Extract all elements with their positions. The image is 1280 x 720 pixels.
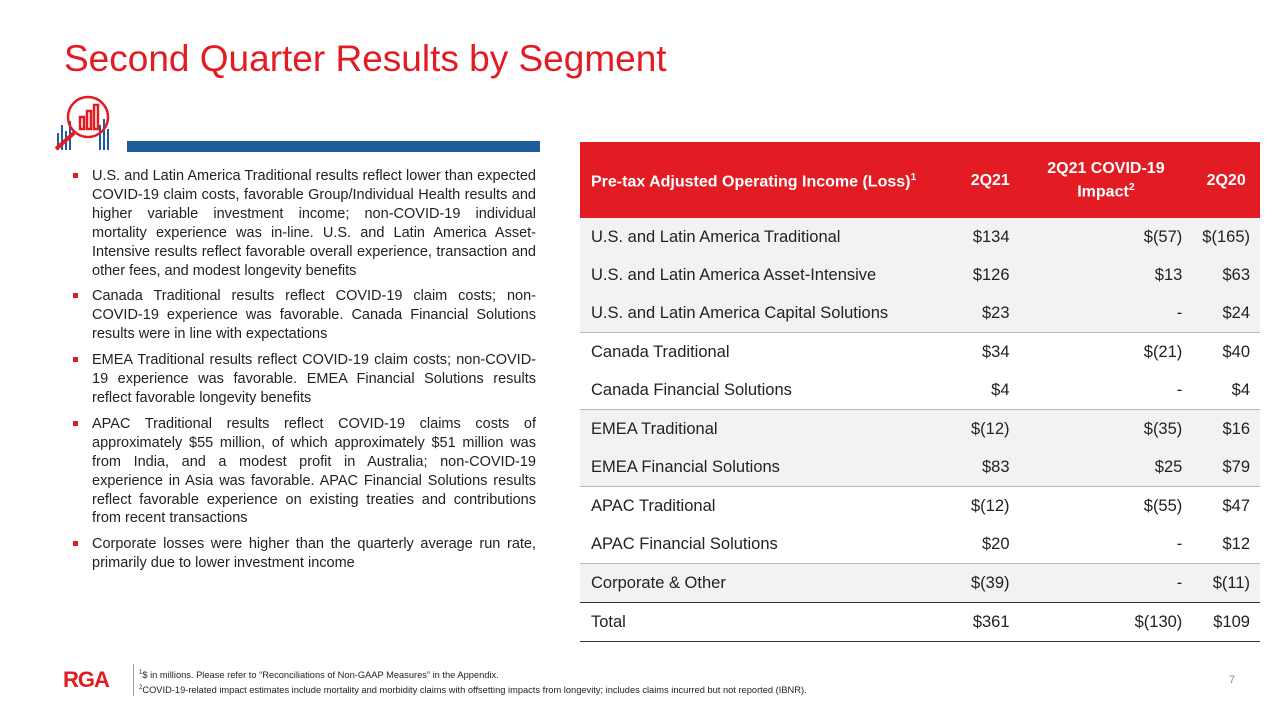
footnote-divider	[133, 664, 134, 696]
cell: -	[1019, 563, 1193, 603]
cell: $34	[961, 332, 1020, 371]
cell: -	[1019, 294, 1193, 333]
cell: $(165)	[1192, 218, 1260, 256]
cell: $(39)	[961, 563, 1020, 603]
cell: $126	[961, 256, 1020, 294]
cell: $13	[1019, 256, 1193, 294]
cell: $(11)	[1192, 563, 1260, 603]
header-text: Pre-tax Adjusted Operating Income (Loss)	[591, 173, 911, 191]
footnote: 2COVID-19-related impact estimates inclu…	[139, 682, 807, 697]
footnote-text: $ in millions. Please refer to “Reconcil…	[142, 670, 499, 681]
cell: EMEA Financial Solutions	[580, 448, 961, 487]
footnotes: 1$ in millions. Please refer to “Reconci…	[139, 667, 807, 697]
cell: $12	[1222, 534, 1250, 553]
header-cell: Pre-tax Adjusted Operating Income (Loss)…	[580, 142, 961, 218]
cell: Canada Traditional	[580, 332, 961, 371]
bullet: EMEA Traditional results reflect COVID-1…	[72, 351, 536, 408]
cell: $4	[1231, 380, 1250, 399]
footnote-sup: 1	[139, 670, 143, 676]
table-row: U.S. and Latin America Capital Solutions…	[580, 294, 1260, 333]
footnote-sup: 2	[139, 685, 143, 692]
icon	[54, 95, 110, 151]
cell: $(12)	[961, 409, 1020, 448]
table-row: APAC Traditional $(12) $(55) $47	[580, 486, 1260, 525]
cell: $63	[1192, 256, 1260, 294]
cell: $25	[1019, 448, 1193, 487]
cell: U.S. and Latin America Asset-Intensive	[580, 256, 961, 294]
cell: APAC Traditional	[580, 486, 961, 525]
logo: RGA	[63, 667, 110, 692]
cell: -	[1176, 380, 1183, 399]
header-cell: 2Q21	[961, 142, 1020, 218]
footnote: 1$ in millions. Please refer to “Reconci…	[139, 667, 807, 682]
header-cell: 2Q20	[1192, 142, 1260, 218]
cell: EMEA Traditional	[580, 409, 961, 448]
cell: $(130)	[1019, 602, 1193, 642]
cell: $(21)	[1019, 332, 1193, 371]
table-row: Canada Financial Solutions $4 - $4	[580, 371, 1260, 410]
header-sup: 2	[1128, 181, 1135, 193]
cell: $79	[1192, 448, 1260, 487]
cell: $(12)	[961, 486, 1020, 525]
cell: U.S. and Latin America Traditional	[580, 218, 961, 256]
cell: $16	[1192, 409, 1260, 448]
table-row: EMEA Financial Solutions $83 $25 $79	[580, 448, 1260, 487]
table-row: Canada Traditional $34 $(21) $40	[580, 332, 1260, 371]
table-row: EMEA Traditional $(12) $(35) $16	[580, 409, 1260, 448]
bullet: U.S. and Latin America Traditional resul…	[72, 167, 536, 280]
cell: Corporate & Other	[580, 563, 961, 603]
cell: U.S. and Latin America Capital Solutions	[580, 294, 961, 333]
cell: $(35)	[1019, 409, 1193, 448]
bullet-list: U.S. and Latin America Traditional resul…	[72, 167, 536, 580]
cell: Total	[580, 602, 961, 642]
header-text: 2Q21	[970, 171, 1010, 189]
cell: -	[1176, 534, 1183, 553]
cell: $24	[1192, 294, 1260, 333]
header-cell: 2Q21 COVID-19 Impact2	[1019, 142, 1193, 218]
table-row: Total $361 $(130) $109	[580, 602, 1260, 642]
cell: $20	[982, 534, 1010, 553]
table-row: APAC Financial Solutions $20 - $12	[580, 525, 1260, 564]
page-number: 7	[1229, 674, 1236, 686]
title: Second Quarter Results by Segment	[64, 38, 667, 79]
cell: $(55)	[1019, 486, 1193, 525]
table-row: U.S. and Latin America Traditional $134 $(…	[580, 218, 1260, 256]
bullet: Corporate losses were higher than the qu…	[72, 535, 536, 573]
header-text: 2Q20	[1206, 171, 1246, 189]
cell: $109	[1192, 602, 1260, 642]
header-sup: 1	[910, 172, 917, 184]
cell: APAC Financial Solutions	[591, 534, 778, 553]
cell: Canada Financial Solutions	[591, 380, 792, 399]
cell: $361	[961, 602, 1020, 642]
cell: $40	[1192, 332, 1260, 371]
cell: $23	[961, 294, 1020, 333]
cell: $134	[961, 218, 1020, 256]
header-text: 2Q21 COVID-19 Impact	[1047, 159, 1165, 201]
table-row: Corporate & Other $(39) - $(11)	[580, 563, 1260, 603]
cell: $47	[1192, 486, 1260, 525]
results-table: Pre-tax Adjusted Operating Income (Loss)…	[580, 142, 1260, 642]
footnote-text: COVID-19-related impact estimates includ…	[142, 685, 807, 696]
cell: $83	[961, 448, 1020, 487]
cell: $(57)	[1019, 218, 1193, 256]
table-row: U.S. and Latin America Asset-Intensive $1…	[580, 256, 1260, 294]
cell: $4	[991, 380, 1010, 399]
bullet: Canada Traditional results reflect COVID…	[72, 287, 536, 344]
divider-bar	[127, 141, 540, 152]
bullet: APAC Traditional results reflect COVID-1…	[72, 415, 536, 528]
